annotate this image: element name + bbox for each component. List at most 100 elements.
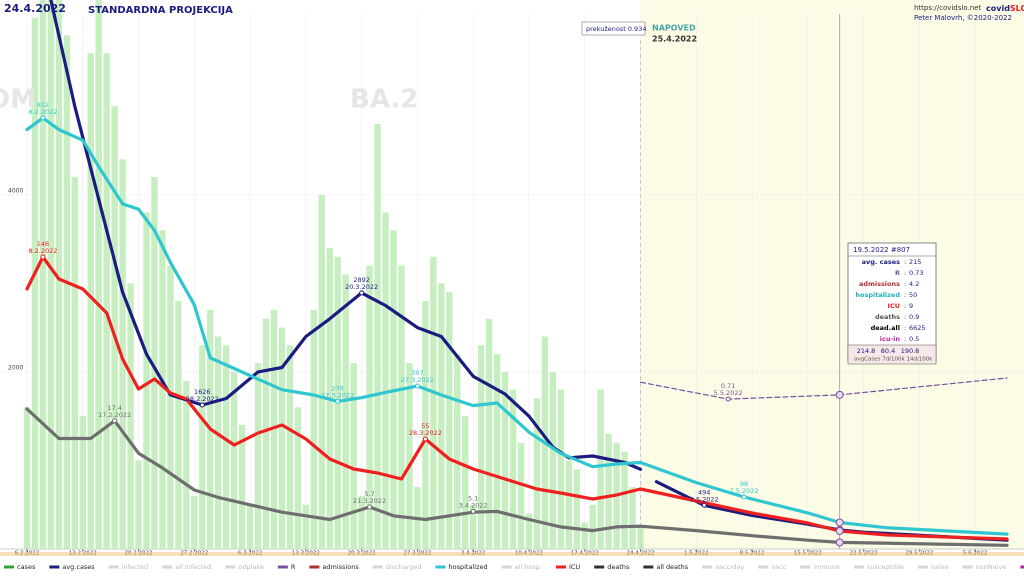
- annotation-date: 27.3.2022: [401, 376, 434, 384]
- case-bar: [422, 301, 429, 549]
- case-bar: [127, 283, 134, 549]
- case-bar: [238, 425, 246, 549]
- case-bar: [406, 363, 413, 549]
- annotation-value: 5.7: [364, 490, 374, 498]
- annotation-value: 5.1: [468, 494, 478, 502]
- tooltip-value: 0.73: [909, 269, 923, 277]
- annotation-date: 20.3.2022: [345, 283, 378, 291]
- case-bar: [605, 433, 612, 549]
- case-bar: [55, 0, 63, 549]
- case-bar: [151, 177, 158, 549]
- case-bar: [565, 460, 572, 549]
- legend-label: hospitalized: [449, 563, 488, 571]
- annotation-value: 146: [37, 240, 49, 248]
- annotation-date: 7.5.2022: [730, 487, 759, 495]
- case-bar: [63, 35, 71, 549]
- legend-swatch: [435, 565, 446, 569]
- tooltip-value: 50: [909, 291, 917, 299]
- immunity-value: 0.934: [628, 25, 647, 33]
- series-line: [25, 116, 1009, 536]
- case-bar: [175, 301, 182, 549]
- tooltip-label: ICU: [888, 302, 900, 310]
- tooltip-label: avg. cases: [862, 258, 901, 266]
- legend-swatch: [854, 565, 865, 569]
- case-bar: [517, 442, 525, 549]
- legend-swatch: [643, 565, 654, 569]
- tooltip-value: 6625: [909, 324, 926, 332]
- tooltip-footer-value: 190.8: [901, 347, 920, 355]
- vaccination-strip: [0, 552, 1024, 556]
- case-bar: [199, 345, 206, 549]
- tooltip-colon: :: [904, 280, 906, 288]
- case-bar: [621, 451, 628, 549]
- case-bar: [485, 318, 493, 549]
- case-bar: [454, 354, 461, 549]
- legend-swatch: [108, 565, 119, 569]
- case-bar: [525, 513, 533, 549]
- date: 24.4.2022: [4, 2, 66, 15]
- case-bar: [111, 106, 118, 550]
- tooltip-colon: :: [904, 335, 906, 343]
- case-bar: [302, 504, 310, 549]
- case-bar: [39, 0, 47, 549]
- annotation-value: 307: [411, 369, 423, 377]
- legend-label: susceptible: [867, 563, 904, 571]
- annotation-date: 17.3.2022: [321, 391, 354, 399]
- legend-label: naive: [931, 563, 949, 571]
- annotation-date: 21.3.2022: [353, 497, 386, 505]
- case-bar: [438, 283, 445, 549]
- legend-swatch: [309, 565, 320, 569]
- case-bar: [501, 371, 509, 549]
- author: Peter Malovrh, ©2020-2022: [914, 14, 1012, 22]
- tooltip-label: hospitalized: [855, 291, 900, 299]
- annotation-date: 28.3.2022: [409, 429, 442, 437]
- case-bar: [183, 380, 190, 549]
- legend-label: all deaths: [656, 563, 688, 571]
- case-bar: [79, 416, 86, 549]
- annotation-value: 55: [421, 422, 429, 430]
- annotation-date: 3.4.2022: [459, 501, 488, 509]
- legend-swatch: [594, 565, 605, 569]
- tooltip-colon: :: [904, 313, 906, 321]
- cursor-marker: [835, 527, 844, 535]
- legend-label: discharged: [386, 563, 422, 571]
- legend-label: cases: [17, 563, 36, 571]
- variant-label: OM: [0, 85, 36, 115]
- case-bar: [430, 256, 437, 549]
- legend-swatch: [917, 565, 928, 569]
- legend-label: R: [291, 563, 296, 571]
- cursor-marker: [835, 538, 844, 547]
- case-bar: [135, 460, 142, 549]
- legend-swatch: [277, 565, 288, 569]
- annotation-date: 8.2.2022: [28, 247, 57, 255]
- annotation-value: 494: [698, 488, 710, 496]
- case-bar: [278, 327, 286, 549]
- case-bar: [462, 416, 469, 549]
- legend-label: nonNaive: [976, 563, 1007, 571]
- brand: covidSLO: [986, 4, 1024, 13]
- case-bar: [358, 495, 365, 549]
- case-bar: [350, 363, 357, 549]
- annotation-value: 2892: [353, 276, 370, 284]
- case-bar: [159, 230, 166, 549]
- legend-swatch: [4, 565, 14, 569]
- brand-part: SLO: [1010, 4, 1024, 13]
- tooltip-label: admissions: [859, 280, 900, 288]
- y-tick-label: 4000: [8, 187, 23, 194]
- tooltip-box: [847, 242, 937, 362]
- legend-swatch: [702, 565, 713, 569]
- case-bar: [366, 265, 373, 549]
- legend-swatch: [49, 565, 60, 569]
- legend-label: infected: [122, 563, 148, 571]
- case-bar: [167, 265, 174, 549]
- annotation-date: 5.5.2022: [714, 389, 743, 397]
- tooltip-value: 9: [909, 302, 913, 310]
- case-bar: [509, 389, 517, 549]
- forecast-area: [640, 0, 1024, 549]
- legend-swatch: [162, 565, 173, 569]
- immunity-label: prekuženost 0.934: [586, 25, 646, 33]
- case-bar: [262, 318, 270, 549]
- legend-label: vacc: [771, 563, 786, 571]
